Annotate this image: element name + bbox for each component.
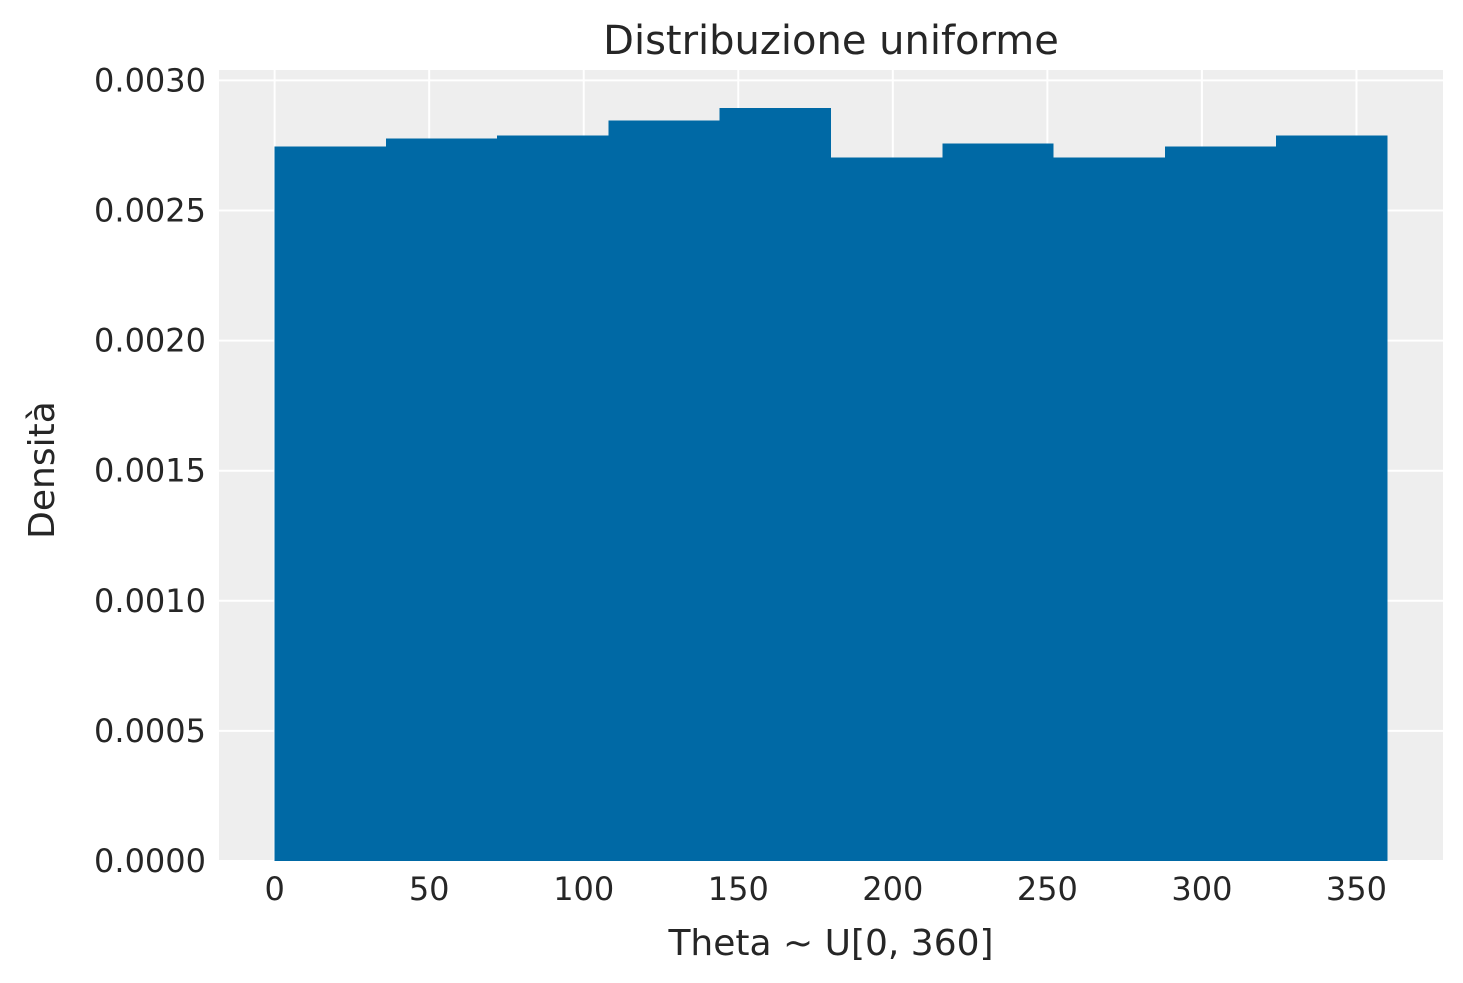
histogram-bar bbox=[274, 146, 386, 861]
x-tick-label: 250 bbox=[1017, 870, 1078, 908]
y-tick-label: 0.0010 bbox=[94, 582, 206, 620]
x-tick-label: 150 bbox=[708, 870, 769, 908]
histogram-bar bbox=[719, 107, 831, 861]
x-tick-label: 0 bbox=[264, 870, 284, 908]
bars bbox=[274, 107, 1388, 862]
y-tick-label: 0.0015 bbox=[94, 452, 206, 490]
y-axis-ticks: 0.0000 0.0005 0.0010 0.0015 0.0020 0.0025 0.00… bbox=[94, 61, 206, 880]
x-tick-label: 100 bbox=[553, 870, 614, 908]
x-tick-label: 200 bbox=[862, 870, 923, 908]
y-tick-label: 0.0030 bbox=[94, 61, 206, 99]
histogram-bar bbox=[497, 135, 609, 862]
histogram-bar bbox=[1164, 146, 1277, 861]
histogram-bar bbox=[385, 138, 498, 862]
x-tick-label: 300 bbox=[1171, 870, 1232, 908]
x-tick-label: 350 bbox=[1326, 870, 1387, 908]
y-tick-label: 0.0025 bbox=[94, 192, 206, 230]
chart-title: Distribuzione uniforme bbox=[603, 18, 1059, 64]
histogram-bar bbox=[1053, 157, 1165, 861]
histogram-bar bbox=[942, 143, 1054, 861]
y-tick-label: 0.0005 bbox=[94, 712, 206, 750]
y-tick-label: 0.0000 bbox=[94, 842, 206, 880]
y-tick-label: 0.0020 bbox=[94, 322, 206, 360]
histogram-bar bbox=[608, 120, 720, 862]
histogram-bar bbox=[1276, 135, 1388, 862]
x-tick-label: 50 bbox=[409, 870, 450, 908]
y-axis-label: Densità bbox=[22, 401, 63, 539]
x-axis-label: Theta ~ U[0, 360] bbox=[667, 923, 993, 964]
histogram-bar bbox=[831, 157, 943, 861]
x-axis-ticks: 0 50 100 150 200 250 300 350 bbox=[264, 870, 1387, 908]
